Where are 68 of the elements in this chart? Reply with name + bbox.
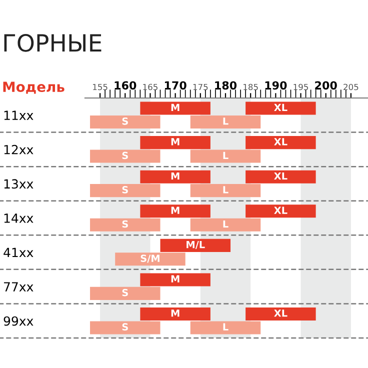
text: XL bbox=[274, 310, 288, 317]
text: S bbox=[122, 152, 128, 160]
text: XL bbox=[274, 138, 288, 146]
bar bbox=[90, 115, 160, 129]
y-tick-label: 77xx bbox=[4, 282, 34, 292]
bar bbox=[190, 321, 261, 334]
series-label: S/M bbox=[140, 254, 160, 263]
x-tick-label: 170 bbox=[164, 81, 186, 90]
text: S bbox=[122, 323, 128, 331]
text: M bbox=[171, 138, 180, 146]
series-label: M/L bbox=[186, 241, 205, 250]
text: S bbox=[122, 220, 128, 228]
x-tick-label: 180 bbox=[215, 81, 237, 90]
series-label: M bbox=[171, 172, 180, 180]
bar bbox=[190, 184, 261, 198]
x-tick-label: 205 bbox=[344, 84, 358, 90]
text: L bbox=[223, 118, 228, 125]
text: S bbox=[122, 117, 128, 125]
text: L bbox=[223, 186, 228, 194]
y-tick-label: 14xx bbox=[4, 214, 34, 223]
text: XL bbox=[274, 104, 288, 111]
text: L bbox=[223, 152, 228, 159]
x-tick-label: 155 bbox=[93, 84, 108, 90]
bar bbox=[246, 170, 316, 184]
bar bbox=[140, 307, 210, 321]
text: XL bbox=[274, 206, 288, 214]
bar bbox=[160, 238, 231, 252]
x-tick-label: 195 bbox=[294, 84, 308, 90]
text: M bbox=[171, 104, 180, 111]
bar bbox=[190, 115, 261, 129]
series-label: XL bbox=[274, 172, 288, 180]
y-tick-label: 99xx bbox=[4, 316, 34, 326]
bar bbox=[90, 218, 160, 232]
bar bbox=[90, 150, 160, 163]
y-axis-title: Модель bbox=[3, 82, 64, 94]
text: L bbox=[223, 323, 228, 330]
x-tick-label: 190 bbox=[265, 81, 287, 90]
x-tick-label: 185 bbox=[244, 84, 258, 90]
x-tick-label: 200 bbox=[315, 81, 337, 90]
bar bbox=[115, 252, 186, 266]
bar bbox=[140, 204, 210, 218]
y-tick-label: 12xx bbox=[4, 144, 34, 154]
y-tick-label: 41xx bbox=[4, 248, 34, 258]
bar bbox=[246, 102, 316, 115]
text: M bbox=[171, 310, 180, 317]
y-tick-label: 11xx bbox=[4, 110, 34, 120]
bar bbox=[190, 150, 261, 163]
series-label: L bbox=[223, 220, 228, 228]
bar bbox=[90, 321, 160, 334]
bar bbox=[90, 286, 160, 300]
bar bbox=[190, 218, 261, 232]
series-label: S bbox=[122, 288, 128, 296]
y-tick-label: 13xx bbox=[4, 179, 34, 189]
x-tick-label: 175 bbox=[193, 84, 208, 90]
bar bbox=[246, 204, 316, 218]
bar bbox=[246, 307, 316, 321]
bar bbox=[90, 184, 160, 198]
text: M bbox=[171, 206, 180, 214]
x-tick-label: 165 bbox=[143, 84, 158, 90]
chart-title: ГОРНЫЕ bbox=[4, 34, 102, 52]
bar bbox=[140, 102, 210, 115]
bar bbox=[140, 273, 210, 286]
text: M bbox=[171, 275, 180, 282]
bar bbox=[140, 136, 210, 150]
bar bbox=[140, 170, 210, 184]
bar bbox=[246, 136, 316, 150]
x-tick-label: 160 bbox=[114, 81, 136, 90]
text: S bbox=[122, 186, 128, 194]
